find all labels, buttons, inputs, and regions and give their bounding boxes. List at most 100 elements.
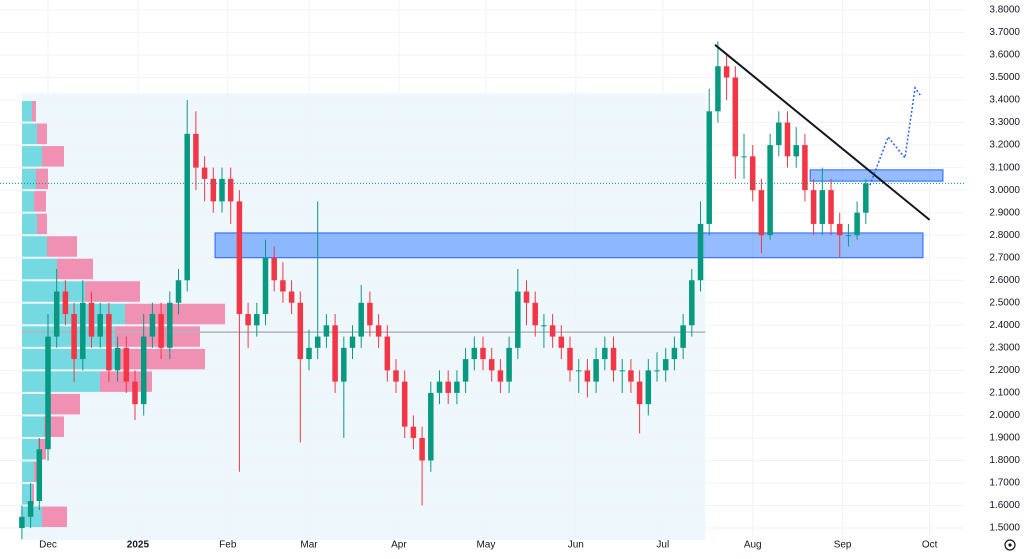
x-tick-label: Sep xyxy=(834,540,852,551)
candle-body xyxy=(210,178,217,202)
candle-body xyxy=(671,347,678,360)
candle-body xyxy=(689,280,695,326)
volume-up xyxy=(22,123,37,145)
volume-up xyxy=(22,168,36,190)
y-tick-label: 3.2000 xyxy=(989,140,1020,151)
candle-body xyxy=(80,302,86,360)
candle-body xyxy=(497,370,504,382)
candle-body xyxy=(636,381,643,405)
candle-body xyxy=(140,336,147,405)
candle-body xyxy=(53,291,60,337)
candle-body xyxy=(36,449,43,502)
candle-body xyxy=(227,178,234,202)
candle-body xyxy=(71,314,77,360)
x-tick-label: Feb xyxy=(219,540,237,551)
candle-body xyxy=(410,426,417,438)
candle-body xyxy=(828,190,834,224)
volume-down xyxy=(32,101,36,122)
candle-body xyxy=(697,223,704,281)
candle-body xyxy=(280,280,286,292)
volume-up xyxy=(22,506,42,528)
x-tick-label: 2025 xyxy=(127,540,150,551)
volume-up xyxy=(22,484,32,505)
candle-body xyxy=(314,336,321,348)
candle-body xyxy=(749,156,756,191)
x-tick-label: May xyxy=(476,540,495,551)
candle-body xyxy=(193,133,199,168)
candle-body xyxy=(480,347,486,360)
candle-body xyxy=(793,145,799,157)
candle-body xyxy=(149,314,156,337)
x-tick-label: Oct xyxy=(922,540,938,551)
candle-body xyxy=(593,359,599,382)
candle-body xyxy=(628,370,634,382)
candle-body xyxy=(532,302,538,326)
volume-down xyxy=(50,393,80,415)
candle-body xyxy=(471,347,478,360)
candle-body xyxy=(254,314,260,326)
candle-body xyxy=(297,302,304,360)
candle-body xyxy=(802,145,808,191)
volume-up xyxy=(22,416,44,437)
candle-body xyxy=(323,325,330,337)
candle-body xyxy=(97,314,103,337)
candle-body xyxy=(436,381,443,393)
y-tick-label: 1.7000 xyxy=(989,478,1020,489)
candle-body xyxy=(741,156,747,158)
volume-down xyxy=(32,484,34,505)
volume-up xyxy=(22,461,34,483)
candle-body xyxy=(575,370,582,372)
candle-body xyxy=(88,302,95,337)
candle-body xyxy=(506,347,512,382)
trendline xyxy=(714,44,931,221)
candle-body xyxy=(863,183,869,213)
y-tick-label: 2.7000 xyxy=(989,252,1020,263)
settings-icon[interactable] xyxy=(1004,539,1016,551)
candle-body xyxy=(306,347,312,360)
volume-down xyxy=(115,348,205,370)
y-tick-label: 2.9000 xyxy=(989,207,1020,218)
candle-body xyxy=(384,336,391,371)
y-tick-label: 3.1000 xyxy=(989,162,1020,173)
volume-up xyxy=(22,213,37,235)
candle-body xyxy=(106,314,112,371)
candle-body xyxy=(45,336,51,450)
y-tick-label: 1.5000 xyxy=(989,523,1020,534)
candle-body xyxy=(201,167,208,179)
candle-body xyxy=(836,223,843,236)
volume-down xyxy=(42,146,64,167)
candle-body xyxy=(349,336,356,348)
candle-body xyxy=(784,122,791,157)
candle-body xyxy=(27,501,34,517)
candle-body xyxy=(332,325,338,382)
candle-body xyxy=(454,381,460,393)
candle-body xyxy=(358,302,364,337)
y-tick-label: 2.1000 xyxy=(989,388,1020,399)
candle-body xyxy=(367,302,373,326)
settings-icon-dot xyxy=(1008,543,1012,547)
candle-body xyxy=(776,122,782,146)
candle-body xyxy=(488,359,495,371)
candle-body xyxy=(680,325,686,348)
candle-body xyxy=(654,370,660,372)
x-tick-label: Jul xyxy=(656,540,669,551)
y-tick-label: 2.0000 xyxy=(989,410,1020,421)
x-tick-label: Aug xyxy=(744,540,762,551)
candle-body xyxy=(706,111,712,224)
candle-body xyxy=(558,336,565,348)
candle-body xyxy=(375,325,382,337)
y-tick-label: 2.6000 xyxy=(989,275,1020,286)
volume-down xyxy=(47,236,77,257)
projection-path xyxy=(869,85,922,186)
candle-body xyxy=(175,280,182,303)
candle-body xyxy=(845,235,852,237)
candle-body xyxy=(419,437,425,461)
candle-body xyxy=(271,257,277,281)
candle-body xyxy=(262,257,269,315)
candle-body xyxy=(393,370,399,382)
y-tick-label: 2.2000 xyxy=(989,365,1020,376)
volume-up xyxy=(22,146,42,167)
candle-body xyxy=(515,291,521,348)
